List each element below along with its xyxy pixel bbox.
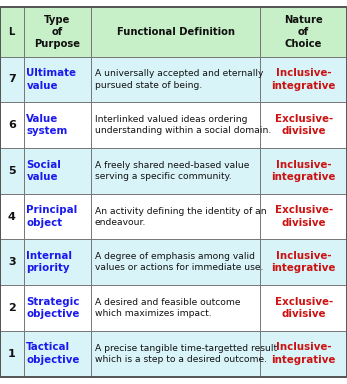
Bar [0, 240, 24, 285]
Text: Exclusive-
divisive: Exclusive- divisive [274, 114, 333, 136]
Text: Inclusive-
integrative: Inclusive- integrative [271, 251, 336, 273]
Bar [91, 285, 260, 331]
Text: Strategic
objective: Strategic objective [26, 297, 80, 319]
Bar [24, 331, 91, 376]
Text: A degree of emphasis among valid
values or actions for immediate use.: A degree of emphasis among valid values … [95, 252, 263, 272]
Text: Value
system: Value system [26, 114, 68, 136]
Text: Exclusive-
divisive: Exclusive- divisive [274, 205, 333, 228]
Bar [24, 285, 91, 331]
Bar [0, 194, 24, 240]
Text: 6: 6 [8, 120, 16, 130]
Bar [260, 56, 347, 103]
Text: 5: 5 [8, 166, 16, 176]
Text: Inclusive-
integrative: Inclusive- integrative [271, 68, 336, 91]
Bar [24, 8, 91, 57]
Text: Ultimate
value: Ultimate value [26, 68, 76, 91]
Text: A desired and feasible outcome
which maximizes impact.: A desired and feasible outcome which max… [95, 298, 240, 318]
Text: L: L [9, 27, 15, 37]
Text: 2: 2 [8, 303, 16, 313]
Text: 4: 4 [8, 212, 16, 222]
Bar [91, 56, 260, 103]
Bar [260, 194, 347, 240]
Text: Inclusive-
integrative: Inclusive- integrative [271, 160, 336, 182]
Bar [24, 103, 91, 148]
Bar [24, 148, 91, 194]
Text: Principal
object: Principal object [26, 205, 78, 228]
Bar [24, 194, 91, 240]
Bar [260, 103, 347, 148]
Bar [91, 240, 260, 285]
Bar [260, 148, 347, 194]
Text: A precise tangible time-targetted result
which is a step to a desired outcome.: A precise tangible time-targetted result… [95, 344, 277, 364]
Bar [91, 103, 260, 148]
Text: Social
value: Social value [26, 160, 61, 182]
Text: Functional Definition: Functional Definition [117, 27, 235, 37]
Text: 7: 7 [8, 74, 16, 84]
Text: Exclusive-
divisive: Exclusive- divisive [274, 297, 333, 319]
Text: Interlinked valued ideas ordering
understanding within a social domain.: Interlinked valued ideas ordering unders… [95, 115, 271, 135]
Text: 1: 1 [8, 349, 16, 359]
Text: An activity defining the identity of an
endeavour.: An activity defining the identity of an … [95, 207, 266, 227]
Bar [0, 103, 24, 148]
Bar [260, 240, 347, 285]
Bar [0, 285, 24, 331]
Text: A universally accepted and eternally
pursued state of being.: A universally accepted and eternally pur… [95, 70, 263, 89]
Bar [0, 8, 24, 57]
Bar [24, 240, 91, 285]
Bar [0, 331, 24, 376]
Bar [91, 331, 260, 376]
Text: Tactical
objective: Tactical objective [26, 343, 80, 365]
Bar [0, 148, 24, 194]
Text: Inclusive-
integrative: Inclusive- integrative [271, 343, 336, 365]
Bar [91, 148, 260, 194]
Text: Type
of
Purpose: Type of Purpose [34, 15, 81, 50]
Bar [91, 194, 260, 240]
Text: 3: 3 [8, 257, 16, 267]
Text: Internal
priority: Internal priority [26, 251, 73, 273]
Bar [260, 331, 347, 376]
Bar [260, 8, 347, 57]
Text: A freely shared need-based value
serving a specific community.: A freely shared need-based value serving… [95, 161, 249, 181]
Bar [0, 56, 24, 103]
Bar [260, 285, 347, 331]
Text: Nature
of
Choice: Nature of Choice [284, 15, 323, 50]
Bar [24, 56, 91, 103]
Bar [91, 8, 260, 57]
